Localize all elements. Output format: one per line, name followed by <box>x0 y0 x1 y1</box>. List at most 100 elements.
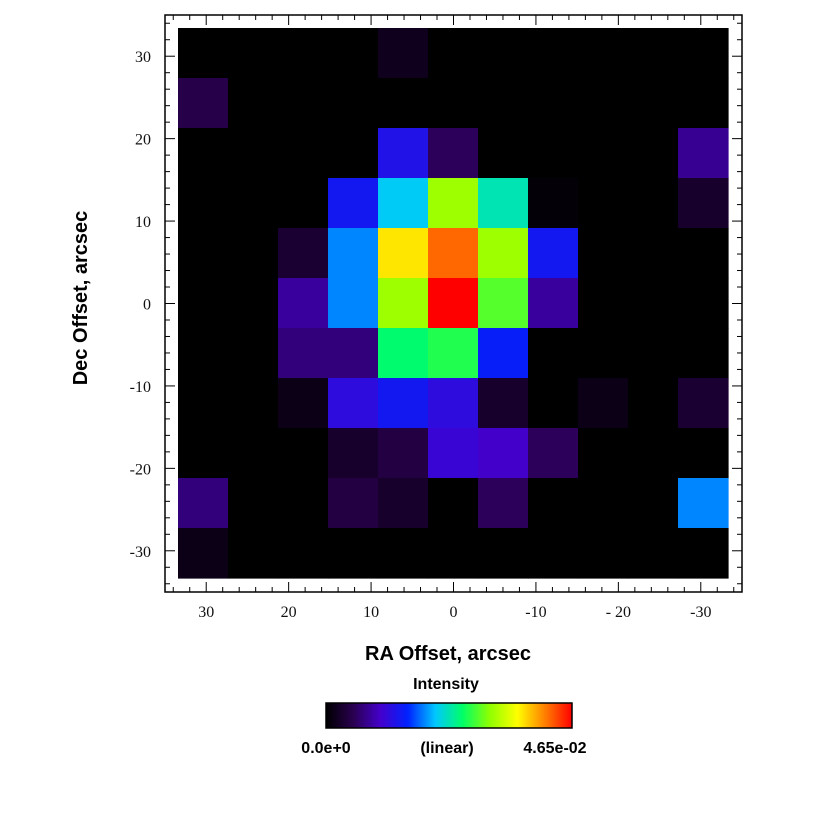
x-tick-labels: 30 20 10 0 -10 - 20 -30 <box>198 604 711 621</box>
heatmap-cell <box>628 378 679 429</box>
heatmap-cell <box>228 28 279 79</box>
heatmap-cell <box>678 428 729 479</box>
heatmap-cell <box>628 28 679 79</box>
heatmap-cell <box>578 28 629 79</box>
heatmap-cell <box>528 278 579 329</box>
heatmap-cell <box>578 478 629 529</box>
heatmap-cell <box>378 78 429 129</box>
heatmap-cell <box>478 128 529 179</box>
x-tick-label: - 20 <box>606 604 631 621</box>
x-tick-label: -10 <box>525 604 546 621</box>
heatmap-cell <box>178 328 229 379</box>
heatmap-cell <box>178 278 229 329</box>
heatmap-cell <box>528 328 579 379</box>
heatmap-cell <box>428 278 479 329</box>
heatmap-cell <box>478 428 529 479</box>
heatmap-cell <box>428 228 479 279</box>
heatmap-cell <box>528 528 579 579</box>
heatmap-cell <box>378 228 429 279</box>
y-tick-label: 10 <box>135 214 151 231</box>
heatmap-cell <box>628 528 679 579</box>
heatmap-cell <box>228 178 279 229</box>
heatmap-cell <box>328 428 379 479</box>
heatmap-cell <box>328 28 379 79</box>
heatmap-cell <box>678 128 729 179</box>
heatmap-cell <box>528 378 579 429</box>
y-tick-label: -20 <box>130 461 151 478</box>
heatmap-cell <box>428 378 479 429</box>
heatmap-cell <box>228 378 279 429</box>
heatmap-cell <box>228 428 279 479</box>
x-tick-label: 20 <box>281 604 297 621</box>
heatmap-cell <box>178 228 229 279</box>
heatmap-cell <box>678 228 729 279</box>
heatmap-cell <box>578 78 629 129</box>
heatmap-cell <box>528 478 579 529</box>
heatmap-cell <box>278 28 329 79</box>
heatmap-cell <box>178 128 229 179</box>
heatmap-cell <box>378 478 429 529</box>
heatmap-cell <box>478 78 529 129</box>
heatmap-cell <box>478 228 529 279</box>
heatmap-cell <box>628 178 679 229</box>
heatmap-cell <box>378 28 429 79</box>
heatmap-cell <box>628 278 679 329</box>
y-axis-title: Dec Offset, arcsec <box>70 211 92 386</box>
y-tick-labels: 30 20 10 0 -10 -20 -30 <box>130 49 151 561</box>
heatmap-cell <box>178 478 229 529</box>
heatmap-cell <box>678 28 729 79</box>
heatmap-cell <box>678 328 729 379</box>
y-tick-label: -30 <box>130 544 151 561</box>
heatmap-cell <box>328 478 379 529</box>
y-tick-label: 0 <box>143 297 151 314</box>
heatmap-cell <box>478 528 529 579</box>
x-tick-label: 0 <box>450 604 458 621</box>
heatmap-cell <box>378 128 429 179</box>
heatmap-cell <box>428 178 479 229</box>
heatmap-cell <box>578 178 629 229</box>
heatmap-cell <box>328 178 379 229</box>
heatmap-cell <box>678 528 729 579</box>
heatmap-cell <box>178 428 229 479</box>
heatmap-cell <box>328 328 379 379</box>
heatmap-cell <box>378 378 429 429</box>
heatmap-cell <box>578 428 629 479</box>
y-tick-label: -10 <box>130 379 151 396</box>
heatmap-cell <box>178 78 229 129</box>
heatmap-cell <box>678 178 729 229</box>
heatmap-cell <box>278 528 329 579</box>
y-tick-label: 30 <box>135 49 151 66</box>
heatmap-cell <box>178 528 229 579</box>
heatmap-cell <box>428 128 479 179</box>
heatmap-cell <box>478 178 529 229</box>
x-tick-label: -30 <box>690 604 711 621</box>
y-tick-label: 20 <box>135 132 151 149</box>
heatmap-cell <box>528 228 579 279</box>
heatmap-cell <box>278 128 329 179</box>
heatmap-cell <box>278 228 329 279</box>
heatmap-cell <box>278 78 329 129</box>
heatmap-cell <box>628 128 679 179</box>
heatmap-cell <box>178 178 229 229</box>
heatmap-cell <box>228 228 279 279</box>
heatmap-cell <box>428 428 479 479</box>
heatmap-cell <box>228 278 279 329</box>
heatmap-cell <box>328 528 379 579</box>
heatmap-cell <box>528 78 579 129</box>
heatmap-cell <box>278 428 329 479</box>
heatmap-cell <box>628 328 679 379</box>
heatmap-cell <box>378 328 429 379</box>
heatmap-cell <box>528 28 579 79</box>
heatmap-cell <box>228 128 279 179</box>
heatmap-cell <box>678 278 729 329</box>
heatmap-cell <box>628 478 679 529</box>
heatmap-cell <box>628 428 679 479</box>
heatmap-cell <box>228 528 279 579</box>
heatmap-cell <box>378 528 429 579</box>
heatmap-cell <box>278 178 329 229</box>
heatmap-cells <box>178 28 729 579</box>
heatmap-cell <box>328 78 379 129</box>
colorbar-max-label: 4.65e-02 <box>523 740 586 757</box>
heatmap-cell <box>428 328 479 379</box>
axis-ticks <box>165 15 742 592</box>
